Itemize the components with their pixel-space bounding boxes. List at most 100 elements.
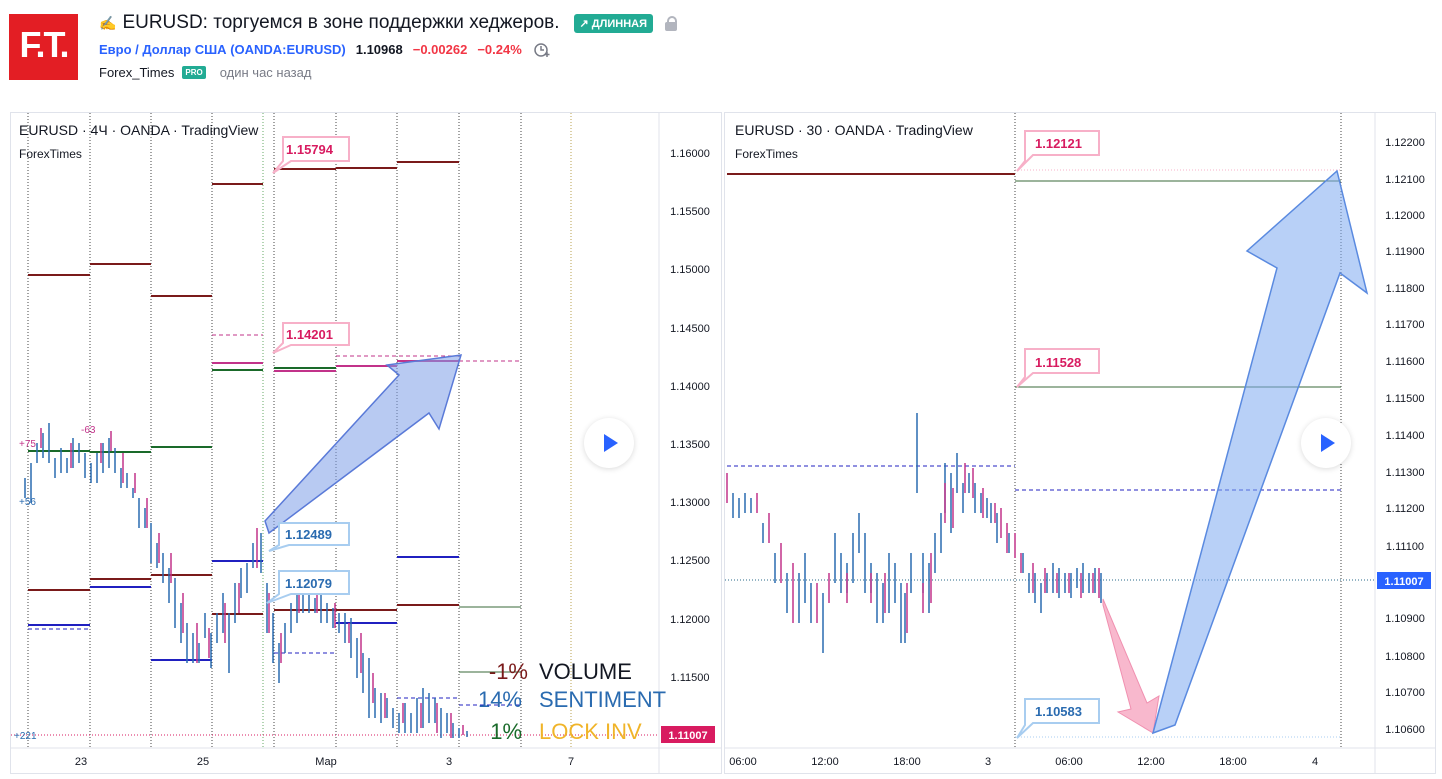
callout-1-12489: 1.12489: [268, 522, 350, 552]
price-tick: 1.12000: [1385, 210, 1425, 222]
time-tick: 7: [568, 756, 574, 768]
price-tick: 1.15500: [670, 206, 710, 218]
price-tick: 1.13000: [670, 497, 710, 509]
price-tick: 1.10900: [1385, 613, 1425, 625]
price-change: −0.00262: [412, 41, 468, 57]
lockinv-pct: 1%: [490, 719, 522, 744]
author-name[interactable]: Forex_Times: [99, 65, 175, 80]
price-tick: 1.11900: [1386, 246, 1425, 258]
volume-pct: -1%: [489, 659, 528, 684]
time-tick: 23: [75, 756, 87, 768]
callout-text: 1.10583: [1035, 704, 1082, 719]
time-tick: 06:00: [729, 756, 757, 768]
symbol-code[interactable]: (OANDA:EURUSD): [230, 41, 346, 57]
price-tick: 1.15000: [670, 264, 710, 276]
forex-times-logo[interactable]: F.T.: [9, 14, 78, 80]
price-tick: 1.11400: [1386, 430, 1425, 442]
price-tick: 1.13500: [670, 439, 710, 451]
price-tick: 1.12100: [1385, 174, 1425, 186]
idea-title: EURUSD: торгуемся в зоне поддержки хедже…: [122, 12, 560, 33]
lockinv-label: LOCK INV: [539, 719, 642, 744]
callout-text: 1.11528: [1035, 355, 1081, 370]
time-tick: 06:00: [1055, 756, 1083, 768]
price-tick: 1.16000: [670, 148, 710, 160]
logo-text: F.T.: [19, 24, 69, 65]
price-tick: 1.12000: [670, 614, 710, 626]
left-chart-title: EURUSD · 4Ч · OANDA · TradingView: [19, 122, 259, 138]
price-tick: 1.10800: [1385, 651, 1425, 663]
alarm-icon[interactable]: [532, 40, 552, 58]
play-button[interactable]: [1301, 418, 1351, 468]
price-tick: 1.14000: [670, 381, 710, 393]
price-tick: 1.11500: [1386, 393, 1425, 405]
lock-icon: [665, 16, 677, 31]
current-price: 1.11007: [1384, 576, 1423, 588]
left-price-axis[interactable]: 1.16000 1.15500 1.15000 1.14500 1.14000 …: [670, 148, 710, 684]
right-price-axis[interactable]: 1.12200 1.12100 1.12000 1.11900 1.11800 …: [1385, 137, 1425, 736]
time-tick: 3: [446, 756, 452, 768]
current-price-tag: [1377, 572, 1431, 589]
sentiment-pct: 14%: [478, 687, 522, 712]
price-tick: 1.12500: [670, 555, 710, 567]
indicator-legend: -1% VOLUME 14% SENTIMENT 1% LOCK INV: [478, 659, 666, 744]
callout-1-15794: 1.15794: [272, 136, 350, 174]
right-chart-panel[interactable]: 1.12121 1.11528 1.10583 1.12200 1.12100 …: [724, 112, 1436, 774]
current-price-tag: [661, 726, 715, 743]
callout-text: 1.12079: [285, 576, 332, 591]
right-time-axis[interactable]: 06:00 12:00 18:00 3 06:00 12:00 18:00 4: [729, 756, 1318, 768]
price-tick: 1.11300: [1386, 467, 1425, 479]
time-tick: Мар: [315, 756, 337, 768]
published-time: один час назад: [219, 65, 312, 80]
time-tick: 18:00: [1219, 756, 1247, 768]
callout-text: 1.12489: [285, 527, 332, 542]
callout-1-11528: 1.11528: [1016, 348, 1100, 388]
callout-1-12121: 1.12121: [1016, 130, 1100, 172]
price-tick: 1.11600: [1386, 356, 1425, 368]
callout-text: 1.12121: [1035, 136, 1082, 151]
symbol-link[interactable]: Евро / Доллар США (OANDA:EURUSD): [99, 42, 346, 57]
time-tick: 12:00: [1137, 756, 1165, 768]
callout-1-14201: 1.14201: [272, 322, 350, 354]
price-tick: 1.10600: [1385, 724, 1425, 736]
left-chart-subtitle: ForexTimes: [19, 147, 82, 161]
last-price: 1.10968: [355, 41, 403, 57]
volume-label: VOLUME: [539, 659, 632, 684]
sentiment-label: SENTIMENT: [539, 687, 666, 712]
time-tick: 12:00: [811, 756, 839, 768]
price-tick: 1.11700: [1386, 319, 1425, 331]
callout-1-10583: 1.10583: [1016, 698, 1100, 739]
callout-text: 1.15794: [286, 142, 334, 157]
left-time-axis[interactable]: 23 25 Мар 3 7: [75, 756, 574, 768]
pencil-icon: ✍: [99, 14, 117, 31]
price-tick: 1.12200: [1385, 137, 1425, 149]
time-tick: 25: [197, 756, 209, 768]
label-plus221: +221: [14, 731, 37, 742]
price-tick: 1.14500: [670, 323, 710, 335]
right-chart-canvas[interactable]: 1.12121 1.11528 1.10583 1.12200 1.12100 …: [725, 113, 1435, 773]
price-change-pct: −0.24%: [477, 41, 522, 57]
play-button[interactable]: [584, 418, 634, 468]
label-plus75: +75: [19, 439, 36, 450]
left-chart-canvas[interactable]: +75 -63 +56 +221 1.15794 1.14201 1.12489…: [11, 113, 721, 773]
time-tick: 18:00: [893, 756, 921, 768]
pro-badge: PRO: [182, 66, 206, 79]
symbol-row: Евро / Доллар США (OANDA:EURUSD) 1.10968…: [99, 40, 552, 58]
callout-1-12079: 1.12079: [266, 570, 350, 604]
symbol-name[interactable]: Евро / Доллар США: [99, 41, 227, 57]
price-tick: 1.11500: [671, 672, 710, 684]
label-minus63: -63: [81, 425, 96, 436]
price-tick: 1.11200: [1386, 503, 1425, 515]
right-chart-subtitle: ForexTimes: [735, 147, 798, 161]
author-row: Forex_Times PRO один час назад: [99, 65, 311, 80]
long-badge[interactable]: ↗ ДЛИННАЯ: [573, 13, 653, 33]
title-row: ✍ EURUSD: торгуемся в зоне поддержки хед…: [99, 12, 677, 34]
current-price: 1.11007: [668, 730, 707, 742]
label-plus56: +56: [19, 497, 36, 508]
left-chart-panel[interactable]: +75 -63 +56 +221 1.15794 1.14201 1.12489…: [10, 112, 722, 774]
right-chart-title: EURUSD · 30 · OANDA · TradingView: [735, 122, 973, 138]
callout-text: 1.14201: [286, 327, 333, 342]
price-tick: 1.11800: [1386, 283, 1425, 295]
time-tick: 3: [985, 756, 991, 768]
price-tick: 1.10700: [1385, 687, 1425, 699]
time-tick: 4: [1312, 756, 1318, 768]
